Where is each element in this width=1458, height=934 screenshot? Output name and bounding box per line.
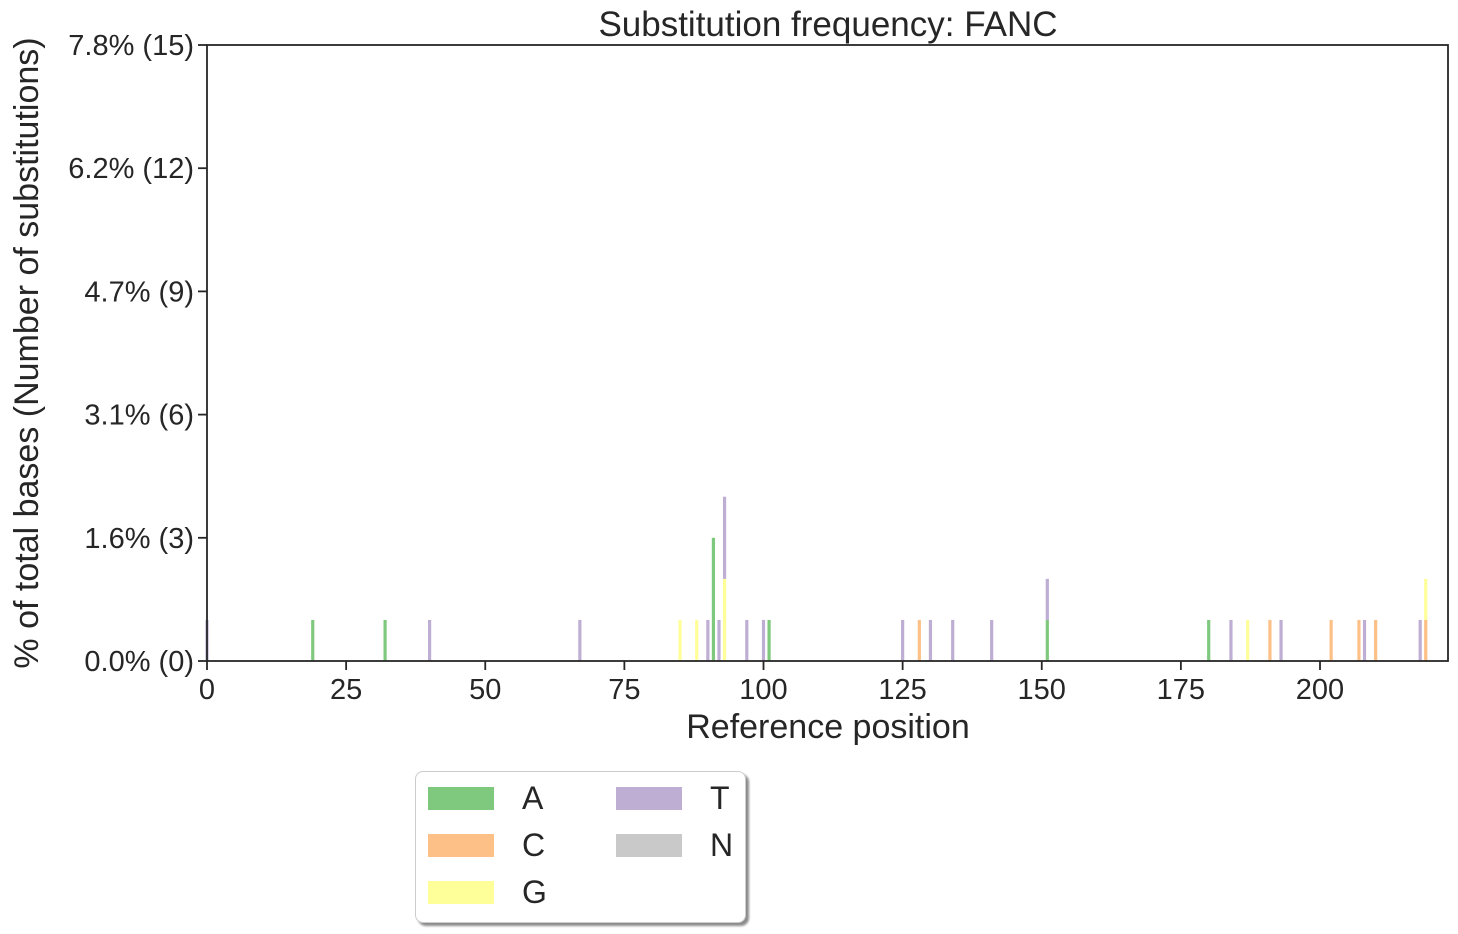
legend-item-n: N [616, 825, 733, 865]
bar-a-91 [711, 537, 716, 661]
legend-swatch-g [428, 880, 494, 904]
bar-g-88 [695, 619, 699, 661]
bar-c-207 [1357, 619, 1361, 661]
x-tick-label: 175 [1157, 674, 1205, 706]
x-axis-label: Reference position [686, 708, 970, 746]
legend-item-g: G [428, 872, 547, 912]
plot-frame [206, 44, 1449, 662]
y-tick-label: 0.0% (0) [84, 646, 194, 678]
bar-t-92 [717, 619, 721, 661]
legend: A C G T N [415, 771, 746, 923]
bar-t-218 [1418, 619, 1422, 661]
bar-t-184 [1229, 619, 1233, 661]
legend-swatch-t [616, 786, 682, 810]
bar-t-134 [951, 619, 955, 661]
legend-item-c: C [428, 825, 545, 865]
bar-t-90 [706, 619, 710, 661]
x-axis: 0 25 50 75 100 125 150 175 200 [199, 661, 1344, 706]
y-tick-label: 4.7% (9) [84, 276, 194, 308]
y-tick-label: 3.1% (6) [84, 400, 194, 432]
chart-title: Substitution frequency: FANC [598, 5, 1057, 44]
legend-swatch-a [428, 786, 494, 810]
bar-a-101 [767, 619, 771, 661]
y-tick-label: 6.2% (12) [68, 153, 194, 185]
x-tick-label: 200 [1296, 674, 1344, 706]
bar-a-19 [311, 619, 315, 661]
bar-g-85 [678, 619, 682, 661]
x-tick-label: 100 [739, 674, 787, 706]
y-axis-label: % of total bases (Number of substitution… [8, 37, 46, 668]
bar-g-93 [722, 578, 727, 661]
x-tick-label: 150 [1018, 674, 1066, 706]
bar-a-32 [383, 619, 387, 661]
bar-g-219 [1424, 578, 1428, 620]
legend-label-n: N [710, 826, 734, 863]
bar-a-180 [1207, 619, 1211, 661]
legend-label-t: T [710, 779, 730, 816]
bar-t-40 [428, 619, 432, 661]
legend-swatch-n [616, 833, 682, 857]
x-tick-label: 0 [199, 674, 215, 706]
x-tick-label: 25 [330, 674, 362, 706]
bar-a-151 [1045, 619, 1049, 661]
bar-t-100 [761, 619, 766, 661]
x-tick-label: 50 [469, 674, 501, 706]
bar-c-219 [1424, 619, 1428, 661]
bars-group [205, 496, 1428, 661]
bar-t-151 [1045, 578, 1049, 620]
bar-t-208 [1362, 619, 1367, 661]
bar-c-210 [1374, 619, 1378, 661]
bar-t-125 [901, 619, 905, 661]
y-tick-label: 1.6% (3) [84, 523, 194, 555]
legend-item-t: T [616, 778, 730, 818]
legend-swatch-c [428, 833, 494, 857]
bar-c-128 [917, 619, 921, 661]
bar-t-130 [928, 619, 933, 661]
bar-t-93 [722, 496, 727, 579]
legend-label-g: G [522, 873, 547, 910]
bar-t-67 [578, 619, 582, 661]
y-tick-label: 7.8% (15) [68, 30, 194, 62]
legend-label-a: A [522, 779, 544, 816]
bar-c-191 [1268, 619, 1272, 661]
bar-t-97 [745, 619, 749, 661]
legend-label-c: C [522, 826, 546, 863]
legend-item-a: A [428, 778, 543, 818]
y-axis: 0.0% (0) 1.6% (3) 3.1% (6) 4.7% (9) 6.2% (12… [68, 30, 207, 678]
bar-c-202 [1329, 619, 1333, 661]
bar-t-193 [1279, 619, 1283, 661]
x-tick-label: 75 [608, 674, 640, 706]
x-tick-label: 125 [878, 674, 926, 706]
bar-t-141 [990, 619, 994, 661]
bar-g-187 [1246, 619, 1250, 661]
